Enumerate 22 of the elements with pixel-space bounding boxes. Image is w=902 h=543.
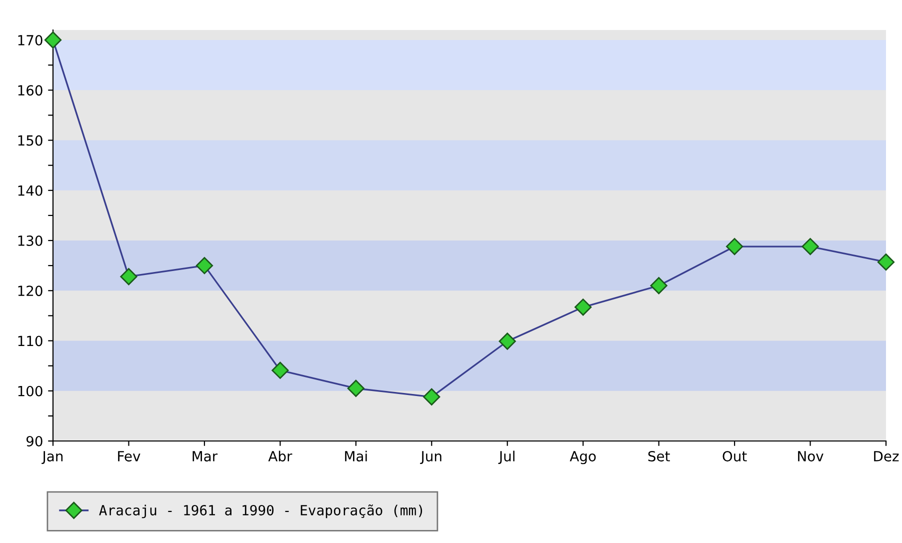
x-tick-label: Mai — [345, 450, 367, 462]
x-tick-label: Set — [648, 450, 670, 462]
x-tick-label: Dez — [874, 451, 899, 462]
y-tick-label: 100 — [18, 386, 42, 396]
x-tick-label: Jul — [498, 450, 514, 464]
x-tick-label: Nov — [798, 451, 824, 462]
x-tick-label: Jan — [42, 451, 63, 464]
y-tick-label: 120 — [18, 286, 42, 296]
y-tick-label: 90 — [26, 436, 42, 446]
x-tick-label: Mar — [192, 451, 218, 462]
y-tick-label: 130 — [18, 235, 42, 246]
y-tick-label: 110 — [18, 336, 42, 346]
y-tick-label: 170 — [18, 34, 42, 46]
legend-label: Aracaju - 1961 a 1990 - Evaporação (mm) — [99, 504, 422, 518]
x-tick-label: Out — [722, 450, 747, 462]
x-tick-label: Ago — [570, 451, 596, 464]
y-tick-label: 140 — [18, 185, 42, 196]
x-tick-label: Abr — [268, 450, 292, 462]
x-tick-label: Jun — [420, 451, 442, 464]
x-tick-label: Fev — [118, 451, 140, 462]
y-tick-label: 150 — [18, 135, 42, 146]
y-tick-label: 160 — [18, 85, 42, 96]
